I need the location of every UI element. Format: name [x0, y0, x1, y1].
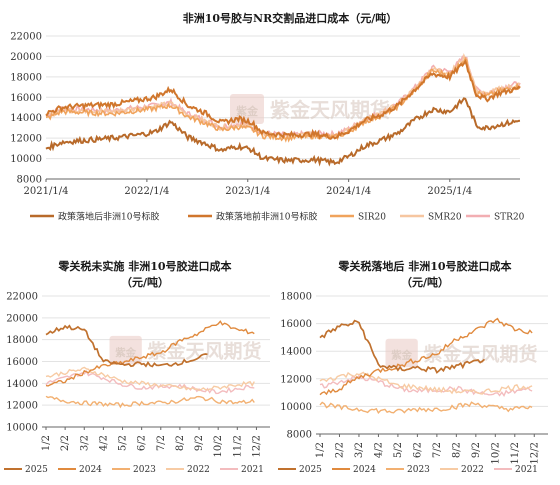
series-line	[45, 324, 208, 368]
y-tick-label: 18000	[6, 335, 38, 346]
x-tick-label: 10/2	[490, 442, 501, 464]
legend-label: 2025	[299, 465, 322, 475]
legend-label: 2023	[407, 465, 430, 475]
x-tick-label: 3/2	[354, 442, 365, 458]
chart-2: 零关税未实施 非洲10号胶进口成本 （元/吨） 10000 12000 14000 160…	[4, 259, 270, 475]
y-tick-label: 20000	[10, 52, 42, 63]
watermark-text: 紫金天风期货	[424, 343, 538, 366]
x-tick-label: 5/2	[393, 442, 404, 458]
y-tick-label: 10000	[10, 154, 42, 165]
series-line	[45, 395, 255, 409]
chart-2-title: 零关税未实施 非洲10号胶进口成本	[57, 259, 231, 273]
legend: 政策落地后非洲10号标胶 政策落地前非洲10号标胶 SIR20 SMR20 STR20	[30, 211, 525, 223]
chart-3: 零关税落地后 非洲10号胶进口成本 （元/吨） 8000 10000 12000 1400…	[278, 259, 548, 475]
legend-label: 2024	[79, 465, 102, 475]
watermark-seal	[109, 335, 142, 365]
watermark-seal-text: 紫金	[391, 349, 412, 362]
series-line	[319, 317, 533, 396]
y-tick-label: 12000	[280, 374, 312, 385]
series-line	[45, 97, 521, 167]
legend-label: 2022	[461, 465, 484, 475]
x-tick-label: 6/2	[412, 442, 423, 458]
y-tick-label: 10000	[280, 402, 312, 413]
y-tick-label: 12000	[6, 401, 38, 412]
y-tick-label: 14000	[280, 347, 312, 358]
x-tick-label: 2022/1/4	[124, 186, 169, 197]
y-tick-label: 12000	[10, 134, 42, 145]
series-line	[319, 401, 533, 414]
legend: 2025 2024 2023 2022 2021	[278, 465, 538, 475]
x-tick-label: 12/2	[529, 442, 540, 464]
x-tick-label: 1/2	[315, 442, 326, 458]
x-tick-label: 7/2	[156, 435, 167, 451]
x-tick-label: 8/2	[451, 442, 462, 458]
series-line	[45, 53, 521, 140]
x-tick-label: 9/2	[194, 435, 205, 451]
x-tick-label: 12/2	[251, 435, 262, 457]
x-tick-label: 2021/1/4	[24, 186, 69, 197]
x-tick-label: 2/2	[60, 435, 71, 451]
legend-label: STR20	[494, 213, 525, 223]
chart-1: 非洲10号胶与NR交割品进口成本（元/吨） 8000 10000 12000 14000…	[10, 11, 524, 223]
watermark-seal	[230, 94, 264, 124]
x-tick-label: 10/2	[213, 435, 224, 457]
series-line	[45, 59, 521, 140]
legend-label: SMR20	[428, 213, 462, 223]
x-tick-label: 2025/1/4	[427, 186, 472, 197]
x-tick-label: 6/2	[137, 435, 148, 451]
y-tick-label: 10000	[6, 423, 38, 434]
x-tick-label: 4/2	[373, 442, 384, 458]
x-tick-label: 2024/1/4	[326, 186, 371, 197]
x-tick-label: 5/2	[118, 435, 129, 451]
y-tick-label: 16000	[6, 357, 38, 368]
legend: 2025 2024 2023 2022 2021	[4, 465, 264, 475]
x-tick-label: 11/2	[510, 442, 521, 464]
y-tick-label: 20000	[6, 313, 38, 324]
x-tick-label: 8/2	[175, 435, 186, 451]
chart-3-title: 零关税落地后 非洲10号胶进口成本	[337, 259, 511, 273]
series-line	[45, 320, 255, 387]
chart-2-title: （元/吨）	[121, 275, 169, 289]
x-tick-label: 11/2	[232, 435, 243, 457]
watermark-seal-text: 紫金	[236, 104, 259, 118]
x-tick-label: 9/2	[471, 442, 482, 458]
legend-label: 2022	[187, 465, 210, 475]
watermark-seal-text: 紫金	[115, 346, 136, 359]
y-tick-label: 18000	[10, 72, 42, 83]
legend-label: SIR20	[358, 213, 386, 223]
y-tick-label: 14000	[6, 379, 38, 390]
y-tick-label: 16000	[280, 319, 312, 330]
legend-label: 2021	[241, 465, 264, 475]
chart-3-title: （元/吨）	[401, 275, 449, 289]
y-tick-label: 22000	[10, 32, 42, 43]
series-line	[319, 371, 533, 395]
y-tick-label: 16000	[10, 93, 42, 104]
series-line	[319, 374, 533, 398]
y-tick-label: 18000	[280, 292, 312, 303]
watermark: 紫金 紫金天风期货	[385, 338, 538, 368]
legend-label: 政策落地前非洲10号标胶	[216, 211, 317, 223]
series-line	[319, 319, 486, 374]
x-tick-label: 2023/1/4	[225, 186, 270, 197]
legend-label: 2025	[25, 465, 48, 475]
x-tick-label: 1/2	[41, 435, 52, 451]
y-tick-label: 22000	[6, 292, 38, 303]
y-tick-label: 14000	[10, 113, 42, 124]
x-tick-label: 3/2	[79, 435, 90, 451]
legend-label: 政策落地后非洲10号标胶	[58, 211, 159, 223]
x-tick-label: 2/2	[334, 442, 345, 458]
chart-1-title: 非洲10号胶与NR交割品进口成本（元/吨）	[183, 11, 398, 25]
x-tick-label: 7/2	[432, 442, 443, 458]
legend-label: 2024	[353, 465, 376, 475]
y-tick-label: 8000	[17, 175, 42, 186]
y-tick-label: 8000	[287, 430, 312, 441]
series-line	[45, 55, 521, 138]
x-tick-label: 4/2	[98, 435, 109, 451]
legend-label: 2023	[133, 465, 156, 475]
series-line	[45, 366, 255, 392]
legend-label: 2021	[515, 465, 538, 475]
